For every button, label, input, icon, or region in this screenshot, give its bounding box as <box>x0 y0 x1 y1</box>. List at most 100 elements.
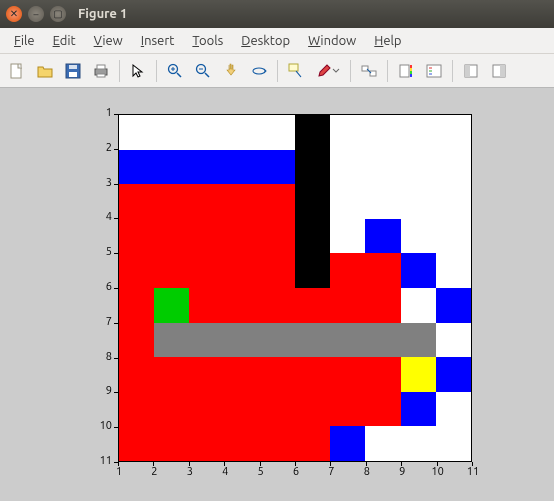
menubar: FileEditViewInsertToolsDesktopWindowHelp <box>0 28 554 54</box>
cell-1-2 <box>154 115 189 150</box>
titlebar: ✕ – ▢ Figure 1 <box>0 0 554 28</box>
ytick-11: 11 <box>96 455 112 467</box>
cell-5-2 <box>154 253 189 288</box>
datacursor-button[interactable] <box>283 58 309 84</box>
cell-6-3 <box>189 288 224 323</box>
window-close-button[interactable]: ✕ <box>6 6 22 22</box>
cell-10-5 <box>260 426 295 461</box>
xtick-3: 3 <box>183 466 197 478</box>
cell-7-1 <box>119 323 154 358</box>
cell-7-9 <box>401 323 436 358</box>
cell-3-7 <box>330 184 365 219</box>
cell-3-5 <box>260 184 295 219</box>
cell-2-8 <box>365 150 400 185</box>
cell-9-1 <box>119 392 154 427</box>
cell-4-8 <box>365 219 400 254</box>
cell-8-4 <box>225 357 260 392</box>
print-button[interactable] <box>88 58 114 84</box>
menu-file[interactable]: File <box>6 31 43 51</box>
cell-2-5 <box>260 150 295 185</box>
new-icon <box>9 63 25 79</box>
cell-10-8 <box>365 426 400 461</box>
link-button[interactable] <box>356 58 382 84</box>
cell-1-9 <box>401 115 436 150</box>
cell-6-1 <box>119 288 154 323</box>
cell-4-6 <box>295 219 330 254</box>
toolbar-separator <box>277 60 278 82</box>
zoom-in-button[interactable] <box>162 58 188 84</box>
cell-6-6 <box>295 288 330 323</box>
cell-5-1 <box>119 253 154 288</box>
cell-7-2 <box>154 323 189 358</box>
cell-9-10 <box>436 392 471 427</box>
cell-6-8 <box>365 288 400 323</box>
cell-8-7 <box>330 357 365 392</box>
menu-desktop[interactable]: Desktop <box>233 31 298 51</box>
hide-plot-icon <box>463 63 479 79</box>
xtick-2: 2 <box>147 466 161 478</box>
cell-9-2 <box>154 392 189 427</box>
cell-8-5 <box>260 357 295 392</box>
hide-plot-button[interactable] <box>458 58 484 84</box>
cell-3-8 <box>365 184 400 219</box>
window-title: Figure 1 <box>78 7 127 21</box>
pan-icon <box>223 63 239 79</box>
ytick-3: 3 <box>96 177 112 189</box>
xtick-8: 8 <box>360 466 374 478</box>
save-button[interactable] <box>60 58 86 84</box>
ytick-2: 2 <box>96 142 112 154</box>
insert-colorbar-button[interactable] <box>393 58 419 84</box>
cell-3-1 <box>119 184 154 219</box>
show-plot-icon <box>491 63 507 79</box>
cell-4-1 <box>119 219 154 254</box>
rotate3d-button[interactable] <box>246 58 272 84</box>
ytick-5: 5 <box>96 246 112 258</box>
cell-9-8 <box>365 392 400 427</box>
show-plot-button[interactable] <box>486 58 512 84</box>
cell-3-4 <box>225 184 260 219</box>
toolbar <box>0 54 554 88</box>
window-maximize-button[interactable]: ▢ <box>50 6 66 22</box>
toolbar-separator <box>387 60 388 82</box>
menu-window[interactable]: Window <box>300 31 364 51</box>
menu-edit[interactable]: Edit <box>45 31 84 51</box>
cell-4-2 <box>154 219 189 254</box>
ytick-10: 10 <box>96 420 112 432</box>
xtick-6: 6 <box>289 466 303 478</box>
cell-10-2 <box>154 426 189 461</box>
cell-4-9 <box>401 219 436 254</box>
window-minimize-button[interactable]: – <box>28 6 44 22</box>
brush-button[interactable] <box>311 58 345 84</box>
cell-6-4 <box>225 288 260 323</box>
menu-help[interactable]: Help <box>366 31 409 51</box>
cell-6-5 <box>260 288 295 323</box>
cell-5-4 <box>225 253 260 288</box>
figure-area: 12345678910111234567891011 <box>0 88 554 501</box>
menu-tools[interactable]: Tools <box>184 31 231 51</box>
zoom-out-button[interactable] <box>190 58 216 84</box>
pan-button[interactable] <box>218 58 244 84</box>
toolbar-separator <box>452 60 453 82</box>
cell-9-7 <box>330 392 365 427</box>
cell-10-6 <box>295 426 330 461</box>
cell-2-10 <box>436 150 471 185</box>
cell-8-6 <box>295 357 330 392</box>
cell-4-10 <box>436 219 471 254</box>
ytick-9: 9 <box>96 385 112 397</box>
insert-colorbar-icon <box>398 63 414 79</box>
pointer-icon <box>130 63 146 79</box>
cell-7-3 <box>189 323 224 358</box>
cell-3-6 <box>295 184 330 219</box>
ytick-8: 8 <box>96 351 112 363</box>
pointer-button[interactable] <box>125 58 151 84</box>
open-button[interactable] <box>32 58 58 84</box>
cell-1-5 <box>260 115 295 150</box>
cell-1-7 <box>330 115 365 150</box>
cell-6-9 <box>401 288 436 323</box>
menu-view[interactable]: View <box>86 31 131 51</box>
cell-3-9 <box>401 184 436 219</box>
new-button[interactable] <box>4 58 30 84</box>
zoom-in-icon <box>167 63 183 79</box>
insert-legend-button[interactable] <box>421 58 447 84</box>
menu-insert[interactable]: Insert <box>133 31 183 51</box>
